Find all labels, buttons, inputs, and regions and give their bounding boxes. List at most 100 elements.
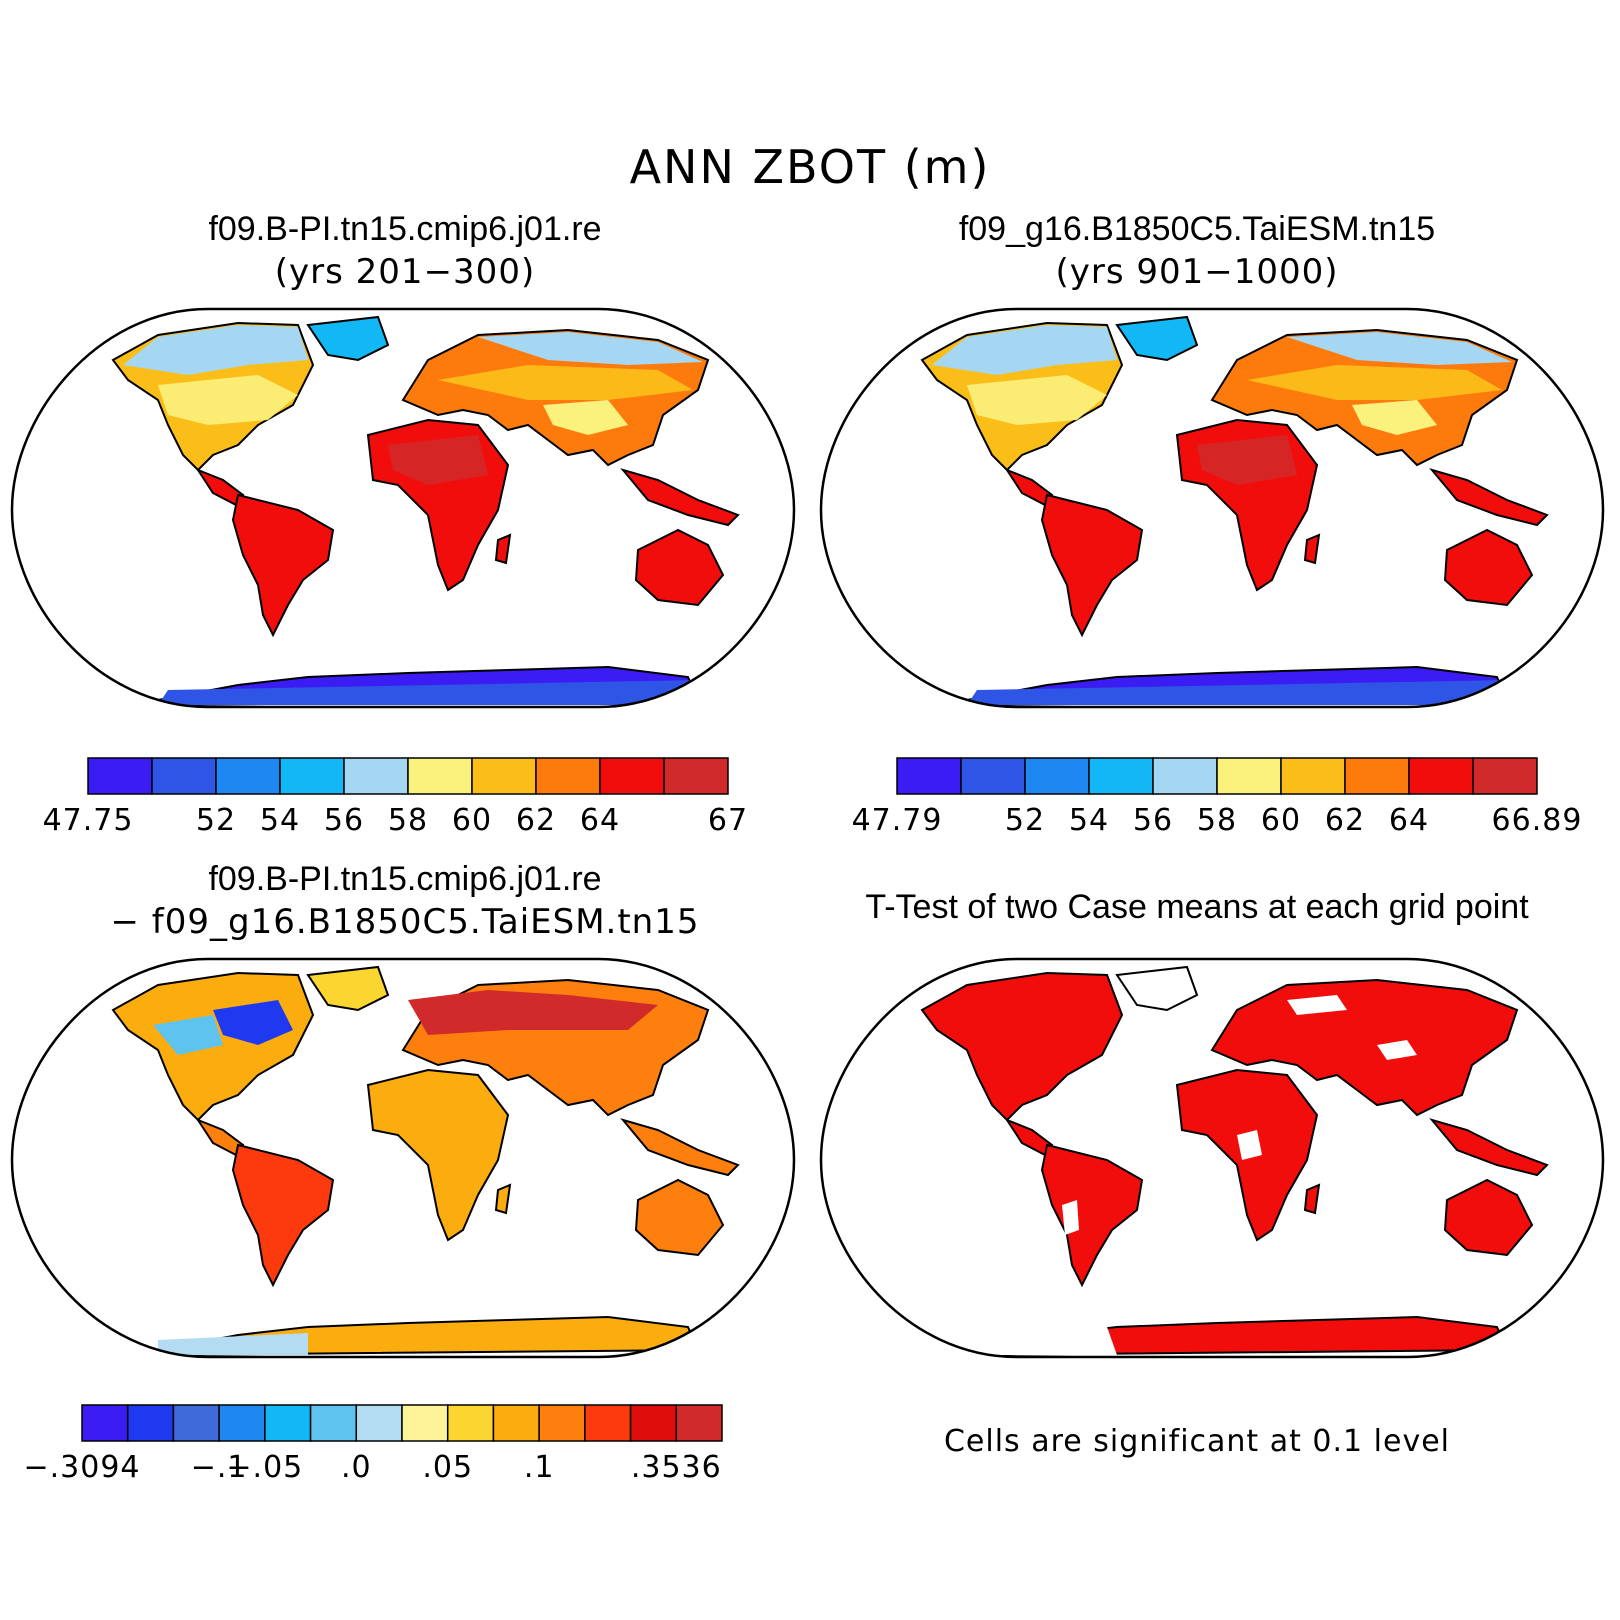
case2-colorbar: 47.79 52 54 56 58 60 62 64 66.89 (852, 757, 1581, 868)
colorbar-tick-label: 54 (1069, 803, 1109, 838)
diff-colorbar: −.3094 −.1 −.05 .0 .05 .1 .3536 (23, 1404, 762, 1515)
cbar-diff-svg: −.3094 −.1−.05 .0 .05 .1 .3536 (23, 1404, 723, 1485)
colorbar-tick-label: 56 (324, 803, 364, 838)
colorbar-swatch (1152, 757, 1218, 795)
case1-tibet-band (543, 400, 628, 435)
diff-map (8, 955, 798, 1365)
ttest-insignificant-area (1287, 995, 1347, 1015)
colorbar-swatch (1088, 757, 1154, 795)
ttest-title: T-Test of two Case means at each grid po… (865, 888, 1529, 926)
ttest-land-seasia (1429, 1118, 1549, 1177)
diff-hudson-cool (213, 1000, 293, 1045)
colorbar-swatch (584, 1404, 632, 1442)
colorbar-tick-label: −.1 (191, 1450, 248, 1485)
case2-land-samerica (1040, 493, 1144, 638)
colorbar-swatch (599, 757, 665, 795)
colorbar-tick-label: 62 (516, 803, 556, 838)
colorbar-swatch (215, 757, 281, 795)
colorbar-tick-label: 64 (1389, 803, 1429, 838)
diff-map-frame (10, 957, 796, 1359)
colorbar-swatch (896, 757, 962, 795)
colorbar-tick-label: −.3094 (23, 1450, 140, 1485)
colorbar-swatch (279, 757, 345, 795)
case1-eurasia-band (438, 365, 693, 400)
colorbar-swatch (535, 757, 601, 795)
colorbar-tick-label: 66.89 (1492, 803, 1583, 838)
cbar-case1-svg: 47.75 52 54 56 58 60 62 64 67 (43, 757, 747, 838)
colorbar-swatch (309, 1404, 358, 1442)
colorbar-swatch (1024, 757, 1090, 795)
case1-title: f09.B-PI.tn15.cmip6.j01.re (208, 210, 602, 248)
case1-land-seasia (620, 468, 740, 527)
ttest-insignificant-area (1377, 1040, 1417, 1060)
colorbar-swatch (675, 1404, 723, 1442)
case2-land-seasia (1429, 468, 1549, 527)
case2-arctic-band (932, 325, 1117, 375)
colorbar-swatch (538, 1404, 586, 1442)
colorbar-swatch (87, 757, 153, 795)
colorbar-swatch (1472, 757, 1538, 795)
ttest-land-samerica (1040, 1143, 1144, 1288)
ttest-land-australia (1443, 1178, 1534, 1257)
ttest-land-namerica (920, 971, 1124, 1122)
diff-land-africa (366, 1068, 510, 1242)
case1-land-samerica (231, 493, 335, 638)
ttest-map (817, 955, 1607, 1365)
case1-arctic-band (123, 325, 308, 375)
colorbar-swatch (401, 1404, 449, 1442)
case1-map-svg (10, 307, 796, 709)
ttest-insignificant-area (1237, 1130, 1262, 1160)
case2-map (817, 305, 1607, 715)
diff-land-samerica (231, 1143, 335, 1288)
colorbar-swatch (1408, 757, 1474, 795)
ttest-insignificant-area (1062, 1200, 1079, 1235)
case2-land-greenland (1115, 315, 1199, 362)
colorbar-tick-label: .3536 (631, 1450, 722, 1485)
colorbar-tick-label: 62 (1325, 803, 1365, 838)
colorbar-tick-label: −.05 (226, 1450, 303, 1485)
case2-sahara-band (1197, 435, 1297, 485)
colorbar-swatch (629, 1404, 678, 1442)
colorbar-tick-label: 47.75 (43, 803, 134, 838)
colorbar-tick-label: .05 (422, 1450, 473, 1485)
case1-land-greenland (306, 315, 390, 362)
case2-land-madagascar (1303, 533, 1321, 565)
ttest-land-eurasia (1210, 978, 1519, 1117)
colorbar-tick-label: 54 (260, 803, 300, 838)
colorbar-swatch (960, 757, 1026, 795)
cbar-case2-svg: 47.79 52 54 56 58 60 62 64 66.89 (852, 757, 1581, 838)
colorbar-swatch (1216, 757, 1282, 795)
diff-land-seasia (620, 1118, 740, 1177)
colorbar-swatch (663, 757, 729, 795)
figure-title: ANN ZBOT (m) (629, 140, 991, 194)
colorbar-swatch (446, 1404, 495, 1442)
case1-subtitle: (yrs 201−300) (274, 252, 536, 292)
ttest-insignificant-area (1137, 970, 1189, 1003)
colorbar-swatch (126, 1404, 175, 1442)
case1-land-madagascar (494, 533, 512, 565)
colorbar-tick-label: 58 (388, 803, 428, 838)
case2-title: f09_g16.B1850C5.TaiESM.tn15 (958, 210, 1436, 248)
ttest-map-frame (819, 957, 1605, 1359)
colorbar-swatch (1280, 757, 1346, 795)
case2-map-svg (819, 307, 1605, 709)
case2-subtitle: (yrs 901−1000) (1055, 252, 1339, 292)
case2-map-frame (819, 307, 1605, 709)
ttest-map-svg (819, 957, 1605, 1359)
colorbar-swatch (407, 757, 473, 795)
case1-sahara-band (388, 435, 488, 485)
colorbar-tick-label: 58 (1197, 803, 1237, 838)
colorbar-swatch (343, 757, 409, 795)
diff-land-madagascar (494, 1183, 512, 1215)
case2-tibet-band (1352, 400, 1437, 435)
diff-eurasia-warm (408, 990, 658, 1035)
colorbar-swatch (151, 757, 217, 795)
case2-eurasia-band (1247, 365, 1502, 400)
colorbar-swatch (1344, 757, 1410, 795)
ttest-insignificant-area (967, 1327, 1117, 1355)
diff-land-australia (634, 1178, 725, 1257)
colorbar-tick-label: 60 (1261, 803, 1301, 838)
colorbar-swatch (81, 1404, 129, 1442)
colorbar-tick-label: .0 (341, 1450, 372, 1485)
diff-title: f09.B-PI.tn15.cmip6.j01.re (208, 860, 602, 898)
